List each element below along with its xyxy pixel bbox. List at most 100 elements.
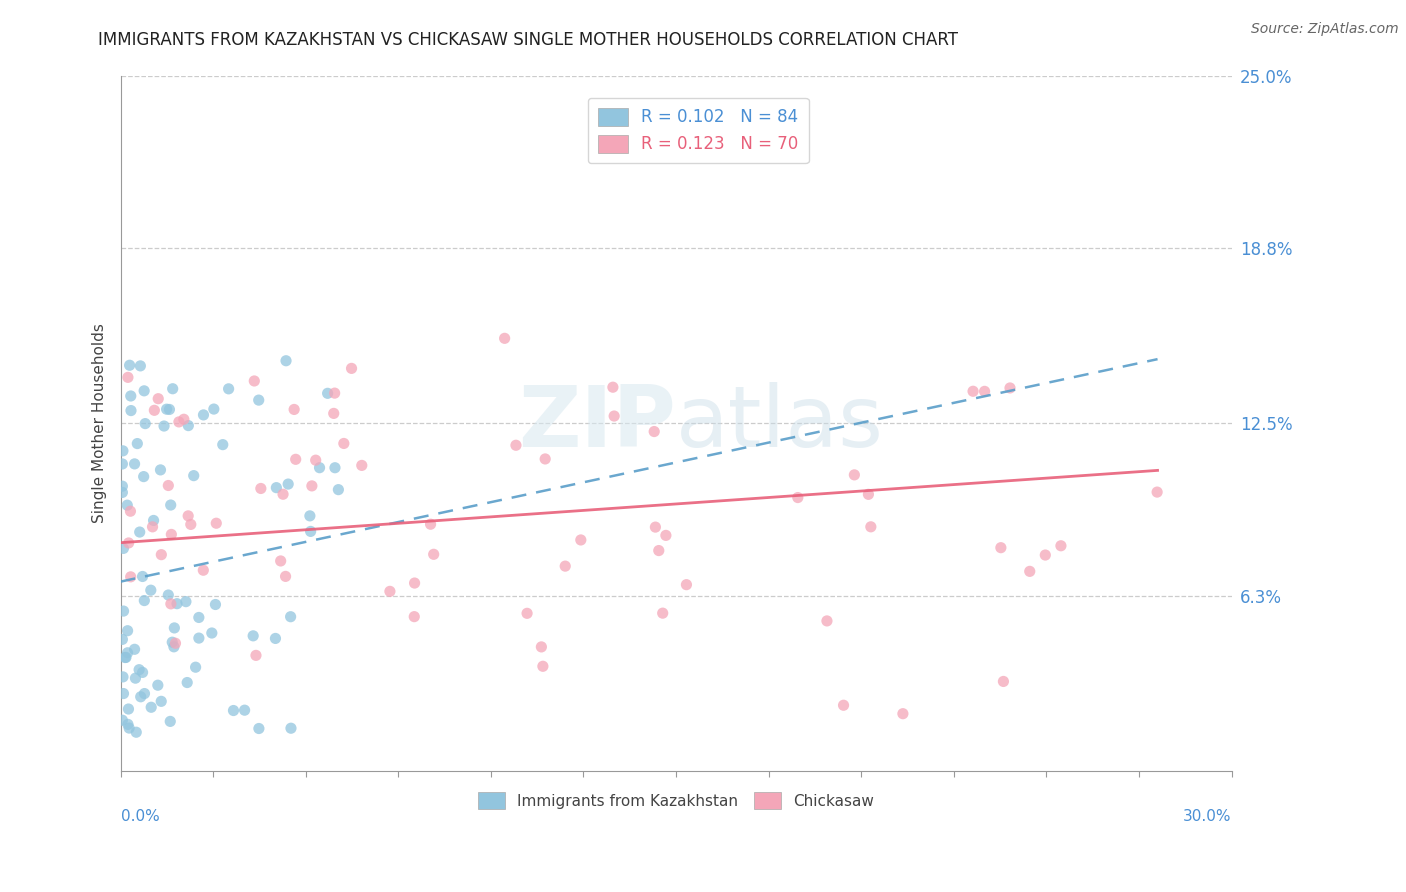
Point (494, 331, 516, 345)
Text: atlas: atlas (676, 382, 884, 465)
Point (962, 384, 984, 399)
Point (124, 457, 146, 471)
Point (243, 374, 266, 388)
Point (115, 650, 138, 665)
Point (205, 516, 228, 531)
Point (530, 640, 553, 654)
Point (112, 687, 135, 701)
Point (316, 386, 339, 401)
Point (298, 508, 321, 523)
Point (233, 703, 256, 717)
Legend: Immigrants from Kazakhstan, Chickasaw: Immigrants from Kazakhstan, Chickasaw (471, 787, 880, 815)
Text: IMMIGRANTS FROM KAZAKHSTAN VS CHICKASAW SINGLE MOTHER HOUSEHOLDS CORRELATION CHA: IMMIGRANTS FROM KAZAKHSTAN VS CHICKASAW … (98, 31, 959, 49)
Point (404, 576, 426, 591)
Point (153, 419, 176, 434)
Point (1018, 565, 1040, 579)
Point (142, 513, 165, 527)
Point (118, 721, 141, 735)
Point (299, 524, 322, 539)
Point (167, 415, 190, 429)
Point (129, 690, 152, 704)
Point (602, 380, 624, 394)
Point (404, 609, 426, 624)
Point (603, 409, 626, 423)
Point (117, 498, 139, 512)
Point (644, 520, 666, 534)
Point (534, 452, 557, 467)
Point (177, 508, 200, 523)
Point (160, 597, 183, 611)
Point (187, 631, 209, 645)
Point (124, 642, 146, 657)
Point (844, 467, 866, 482)
Point (163, 621, 186, 635)
Point (166, 597, 188, 611)
Point (990, 541, 1012, 555)
Point (177, 418, 200, 433)
Point (204, 598, 226, 612)
Point (162, 382, 184, 396)
Point (505, 438, 527, 452)
Point (173, 412, 195, 426)
Point (159, 498, 181, 512)
Point (134, 593, 156, 607)
Point (648, 543, 671, 558)
Point (193, 563, 215, 577)
Point (117, 624, 139, 638)
Point (127, 436, 149, 450)
Point (134, 417, 156, 431)
Point (111, 443, 134, 458)
Point (222, 704, 245, 718)
Point (247, 393, 270, 408)
Point (157, 478, 180, 492)
Point (271, 487, 294, 501)
Point (134, 687, 156, 701)
Point (131, 569, 153, 583)
Point (141, 520, 163, 534)
Point (111, 485, 134, 500)
Point (187, 610, 209, 624)
Point (858, 487, 880, 501)
Point (283, 402, 305, 417)
Point (277, 477, 299, 491)
Text: 0.0%: 0.0% (121, 809, 159, 824)
Point (120, 389, 142, 403)
Point (157, 588, 180, 602)
Point (328, 483, 350, 497)
Point (832, 698, 855, 713)
Point (305, 453, 328, 467)
Point (247, 722, 270, 736)
Point (125, 725, 148, 739)
Point (301, 479, 323, 493)
Point (120, 403, 142, 417)
Point (569, 533, 592, 547)
Point (111, 632, 134, 647)
Point (322, 406, 344, 420)
Point (333, 436, 356, 450)
Point (815, 614, 838, 628)
Point (111, 713, 134, 727)
Point (250, 482, 273, 496)
Point (675, 577, 697, 591)
Point (378, 584, 401, 599)
Point (117, 702, 139, 716)
Point (651, 606, 673, 620)
Point (274, 353, 297, 368)
Point (419, 517, 441, 532)
Point (117, 717, 139, 731)
Point (174, 594, 197, 608)
Point (516, 607, 538, 621)
Point (148, 392, 170, 406)
Point (274, 569, 297, 583)
Point (129, 359, 152, 373)
Point (143, 403, 166, 417)
Point (323, 460, 346, 475)
Point (128, 524, 150, 539)
Point (162, 635, 184, 649)
Point (201, 626, 224, 640)
Point (150, 694, 173, 708)
Point (993, 674, 1015, 689)
Point (120, 570, 142, 584)
Point (111, 670, 134, 684)
Point (270, 554, 292, 568)
